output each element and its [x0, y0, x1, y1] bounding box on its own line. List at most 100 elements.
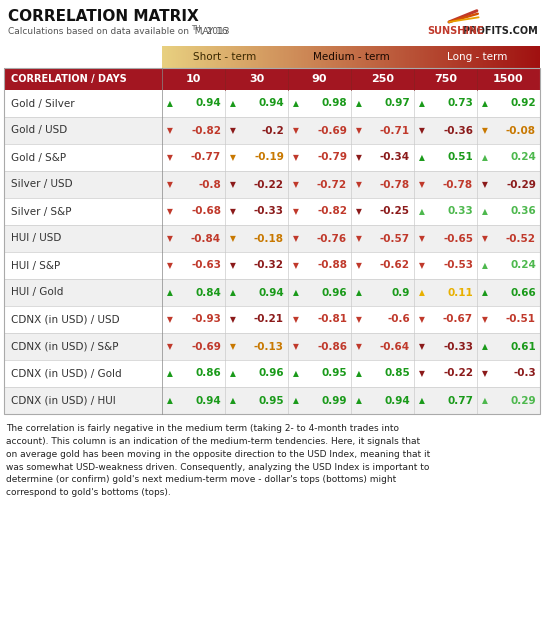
Text: ▼: ▼ — [419, 369, 425, 378]
Bar — [386, 46, 387, 68]
Bar — [298, 46, 299, 68]
Text: ▼: ▼ — [356, 153, 362, 162]
Bar — [311, 46, 312, 68]
Bar — [429, 46, 430, 68]
Bar — [249, 46, 250, 68]
Bar — [363, 46, 365, 68]
Bar — [529, 46, 530, 68]
Bar — [526, 46, 527, 68]
Text: ▲: ▲ — [293, 396, 299, 405]
Text: 0.94: 0.94 — [258, 99, 284, 109]
Bar — [537, 46, 539, 68]
Text: ▲: ▲ — [230, 99, 236, 108]
Text: ▲: ▲ — [482, 261, 488, 270]
Bar — [378, 46, 379, 68]
Bar — [462, 46, 463, 68]
Bar — [4, 171, 540, 198]
Bar — [293, 46, 294, 68]
Text: TH: TH — [191, 25, 201, 31]
Bar — [530, 46, 531, 68]
Bar — [327, 46, 329, 68]
Bar — [356, 46, 357, 68]
Bar — [236, 46, 238, 68]
Bar — [333, 46, 335, 68]
Bar — [371, 46, 373, 68]
Bar — [322, 46, 323, 68]
Text: ▲: ▲ — [293, 99, 299, 108]
Bar — [271, 46, 273, 68]
Text: ▼: ▼ — [230, 261, 236, 270]
Bar — [284, 46, 286, 68]
Bar — [4, 279, 540, 306]
Bar — [466, 46, 467, 68]
Bar — [332, 46, 333, 68]
Bar — [384, 46, 385, 68]
Bar — [224, 46, 225, 68]
Bar — [259, 46, 260, 68]
Bar — [393, 46, 394, 68]
Text: ▲: ▲ — [167, 99, 173, 108]
Text: -0.78: -0.78 — [380, 179, 410, 189]
Bar — [375, 46, 376, 68]
Bar — [518, 46, 520, 68]
Bar — [205, 46, 206, 68]
Text: ▼: ▼ — [293, 234, 299, 243]
Bar — [196, 46, 197, 68]
Text: ▲: ▲ — [419, 153, 425, 162]
Bar — [447, 46, 448, 68]
Bar — [325, 46, 326, 68]
Text: Silver / USD: Silver / USD — [11, 179, 73, 189]
Bar — [268, 46, 269, 68]
Bar — [430, 46, 431, 68]
Bar — [423, 46, 424, 68]
Bar — [394, 46, 395, 68]
Bar — [507, 46, 509, 68]
Text: ▼: ▼ — [419, 342, 425, 351]
Text: -0.63: -0.63 — [191, 260, 221, 271]
Text: -0.3: -0.3 — [513, 368, 536, 379]
Bar — [426, 46, 428, 68]
Text: Medium - term: Medium - term — [313, 52, 390, 62]
Bar — [533, 46, 534, 68]
Text: ▲: ▲ — [293, 288, 299, 297]
Bar — [477, 68, 540, 90]
Bar — [381, 46, 382, 68]
Text: 0.95: 0.95 — [258, 396, 284, 406]
Bar — [520, 46, 521, 68]
Text: ▼: ▼ — [482, 234, 488, 243]
Bar — [168, 46, 170, 68]
Bar — [176, 46, 177, 68]
Bar — [474, 46, 476, 68]
Text: 0.61: 0.61 — [510, 342, 536, 351]
Text: 0.24: 0.24 — [510, 260, 536, 271]
Text: -0.22: -0.22 — [254, 179, 284, 189]
Bar — [398, 46, 399, 68]
Bar — [294, 46, 295, 68]
Bar — [242, 46, 243, 68]
Bar — [461, 46, 462, 68]
Text: CDNX (in USD) / Gold: CDNX (in USD) / Gold — [11, 368, 122, 379]
Text: 0.86: 0.86 — [195, 368, 221, 379]
Text: ▲: ▲ — [230, 288, 236, 297]
Bar — [212, 46, 214, 68]
Bar — [341, 46, 342, 68]
Bar — [539, 46, 540, 68]
Text: -0.76: -0.76 — [317, 233, 347, 243]
Bar — [302, 46, 303, 68]
Text: ▲: ▲ — [356, 99, 362, 108]
Text: ▲: ▲ — [230, 396, 236, 405]
Bar — [531, 46, 533, 68]
Text: 750: 750 — [434, 74, 457, 84]
Bar — [516, 46, 517, 68]
Bar — [485, 46, 486, 68]
Text: HUI / Gold: HUI / Gold — [11, 288, 63, 297]
Bar — [290, 46, 292, 68]
Bar — [448, 46, 449, 68]
Bar — [497, 46, 498, 68]
Text: ▲: ▲ — [482, 153, 488, 162]
Bar — [414, 46, 415, 68]
Bar — [319, 46, 321, 68]
Bar — [358, 46, 360, 68]
Bar — [390, 46, 391, 68]
Bar — [335, 46, 336, 68]
